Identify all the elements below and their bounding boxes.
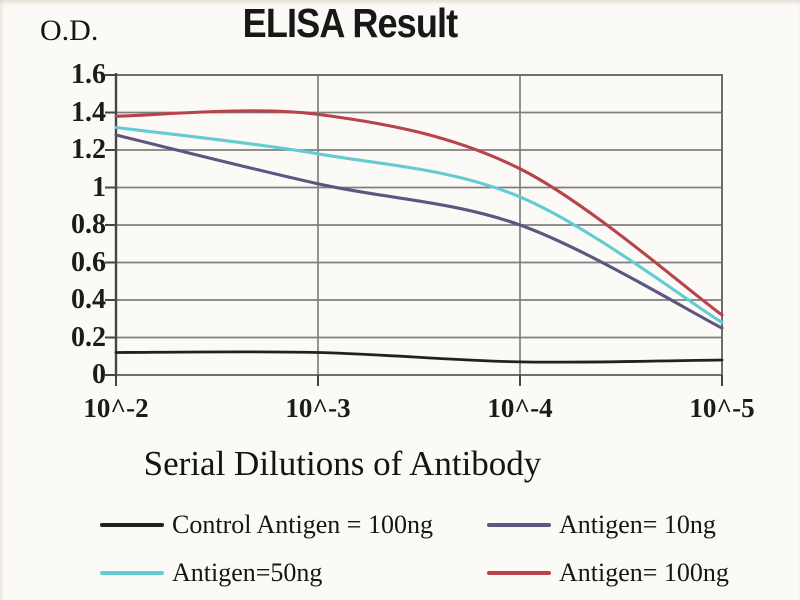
y-tick-label: 1 bbox=[92, 171, 106, 203]
y-tick-label: 1.4 bbox=[71, 96, 106, 128]
y-tick-label: 0.6 bbox=[71, 246, 106, 278]
x-tick-label: 10^-5 bbox=[689, 393, 755, 423]
legend-item-antigen-50ng: Antigen=50ng bbox=[100, 551, 487, 595]
legend-label: Antigen= 100ng bbox=[559, 558, 729, 587]
series-line-3 bbox=[114, 109, 724, 317]
y-tick-label: 1.6 bbox=[71, 59, 106, 90]
legend-line-purple bbox=[487, 523, 551, 527]
series-line-0 bbox=[114, 350, 724, 364]
y-tick-label: 0.4 bbox=[71, 284, 106, 315]
series-line-1 bbox=[114, 133, 724, 330]
legend-label: Antigen=50ng bbox=[172, 558, 323, 587]
legend-item-antigen-10ng: Antigen= 10ng bbox=[487, 503, 730, 547]
y-tick-label: 0.8 bbox=[71, 209, 106, 240]
series-line-2 bbox=[114, 125, 724, 325]
y-axis-unit-label: O.D. bbox=[40, 14, 99, 47]
x-tick-label: 10^-3 bbox=[285, 393, 351, 423]
y-tick-label: 1.2 bbox=[71, 134, 106, 165]
y-tick-label: 0 bbox=[92, 359, 106, 390]
legend-label: Control Antigen = 100ng bbox=[172, 510, 433, 539]
x-tick-label: 10^-4 bbox=[487, 393, 553, 423]
legend-item-control-antigen-100ng: Control Antigen = 100ng bbox=[100, 503, 487, 547]
legend: Control Antigen = 100ng Antigen= 10ng An… bbox=[100, 503, 730, 595]
legend-line-black bbox=[100, 523, 164, 527]
legend-line-red bbox=[487, 571, 551, 575]
legend-label: Antigen= 10ng bbox=[559, 510, 716, 539]
x-axis-title: Serial Dilutions of Antibody bbox=[143, 444, 542, 483]
legend-item-antigen-100ng: Antigen= 100ng bbox=[487, 551, 730, 595]
legend-line-cyan bbox=[100, 571, 164, 575]
chart-title: ELISA Result bbox=[242, 0, 459, 46]
y-tick-label: 0.2 bbox=[71, 321, 106, 353]
x-tick-label: 10^-2 bbox=[83, 393, 149, 423]
